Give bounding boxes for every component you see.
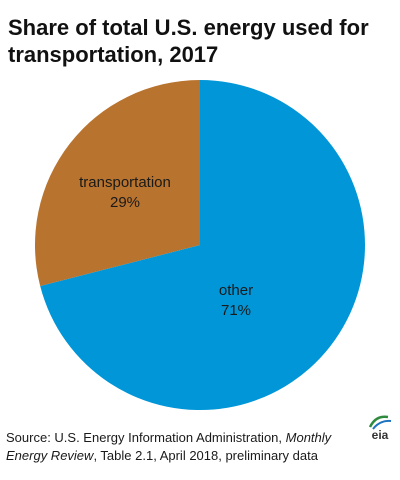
- pie-label-other: other: [219, 282, 253, 299]
- source-suffix: , Table 2.1, April 2018, preliminary dat…: [93, 448, 318, 463]
- pie-label-transportation: transportation: [79, 174, 171, 191]
- pie-slice-other: [40, 80, 365, 410]
- eia-logo-swoosh-icon: [368, 415, 392, 430]
- pie-value-transportation: 29%: [110, 194, 140, 211]
- source-note: Source: U.S. Energy Information Administ…: [6, 429, 358, 465]
- chart-title: Share of total U.S. energy used for tran…: [8, 15, 369, 67]
- source-publication: Monthly Energy Review: [6, 430, 332, 463]
- source-prefix: Source: U.S. Energy Information Administ…: [6, 430, 286, 445]
- eia-logo: eia: [366, 412, 394, 446]
- pie-slice-transportation: [34, 80, 200, 287]
- eia-logo-text: eia: [371, 428, 389, 442]
- pie-value-other: 71%: [221, 302, 251, 319]
